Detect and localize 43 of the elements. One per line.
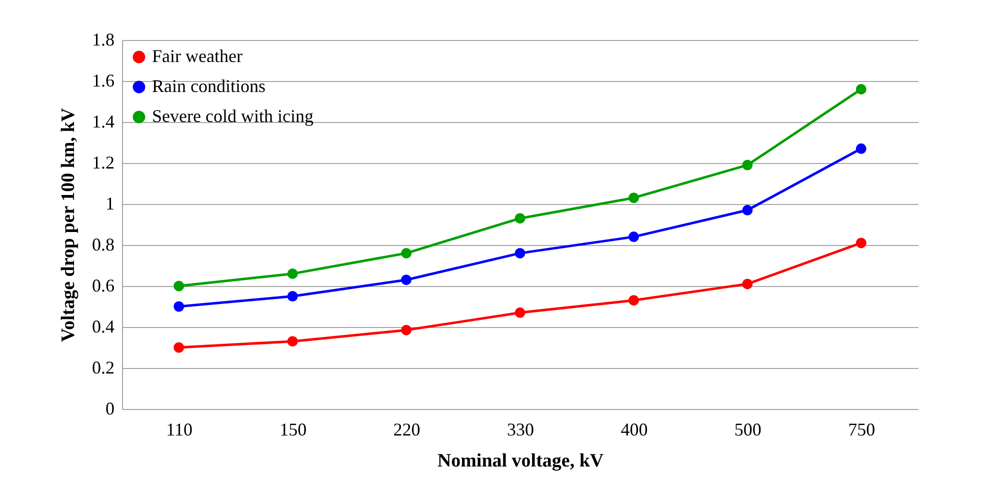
legend-label: Rain conditions [152,76,266,96]
point [287,268,298,279]
point [514,307,526,318]
y-axis-title: Voltage drop per 100 km, kV [58,108,79,342]
y-tick-label: 1.2 [92,152,114,172]
point [287,336,298,347]
point [401,248,412,258]
point [856,143,866,154]
y-tick-label: 1.8 [92,30,114,50]
point [287,291,298,302]
y-tick-label: 0.6 [92,276,114,296]
x-tick-label: 220 [393,420,420,440]
point [628,192,639,204]
point [856,84,866,94]
x-tick-label: 110 [166,420,193,440]
legend-label: Fair weather [152,46,242,66]
point [174,280,184,292]
y-tick-label: 0.2 [92,358,114,378]
point [628,295,639,306]
y-tick-label: 1 [106,194,114,214]
point [742,160,753,170]
point [742,278,753,290]
point [742,204,753,216]
x-tick-label: 500 [734,420,762,440]
x-axis-title: Nominal voltage, kV [437,450,604,472]
legend-label: Severe cold with icing [152,106,314,126]
y-tick-label: 0.4 [92,316,114,336]
point [174,301,184,312]
y-tick-label: 1.4 [92,112,114,132]
x-tick-label: 330 [507,420,534,440]
point [514,213,526,224]
point [401,324,412,336]
x-tick-label: 150 [280,420,307,440]
point [628,232,639,242]
point [856,238,866,248]
point [174,342,184,353]
x-tick-label: 400 [620,420,648,440]
y-tick-label: 0 [106,398,114,418]
x-tick-label: 750 [848,420,876,440]
y-tick-label: 1.6 [92,70,114,90]
point [401,274,412,286]
y-tick-label: 0.8 [92,234,114,254]
point [514,248,526,258]
